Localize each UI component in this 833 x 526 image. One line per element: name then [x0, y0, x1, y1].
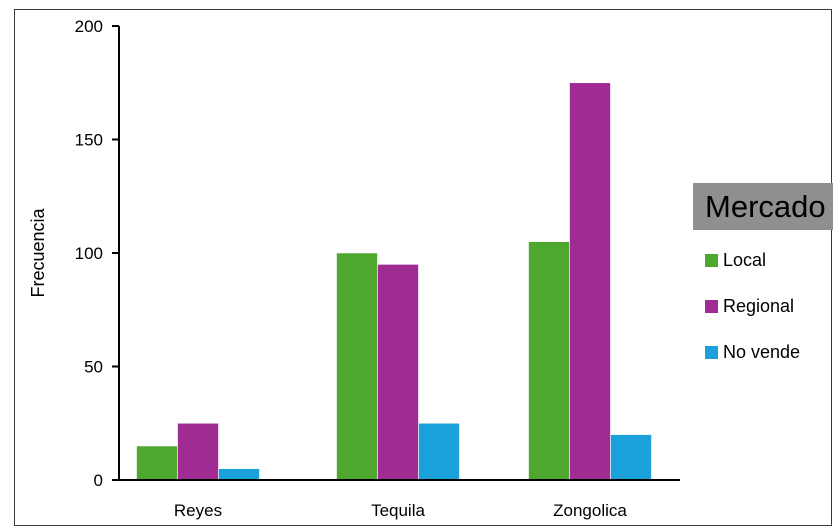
bar-reyes-local — [136, 445, 178, 481]
legend-label: Local — [723, 249, 767, 270]
bar-zongolica-no-vende — [610, 434, 652, 481]
x-tick-label: Tequila — [371, 501, 425, 520]
bar-tequila-no-vende — [418, 422, 460, 481]
y-tick-label: 0 — [94, 471, 103, 490]
bar-tequila-regional — [377, 264, 419, 481]
bar-reyes-no-vende — [218, 468, 260, 481]
y-tick-label: 200 — [75, 17, 103, 36]
axis-layer: 0 50 100 150 200 Reyes Tequila Zongolica — [75, 17, 680, 520]
legend-title: Mercado — [693, 183, 833, 230]
x-tick-label: Reyes — [174, 501, 222, 520]
legend-swatch — [705, 345, 718, 359]
x-tick-label: Zongolica — [553, 501, 627, 520]
legend-item-regional: Regional — [705, 295, 794, 317]
legend-swatch — [705, 299, 718, 313]
bar-zongolica-local — [528, 241, 570, 481]
bar-reyes-regional — [177, 422, 219, 481]
legend-item-local: Local — [705, 249, 766, 271]
chart-top-border — [14, 0, 832, 10]
bar-tequila-local — [336, 252, 378, 481]
y-tick-label: 150 — [75, 131, 103, 150]
y-tick-label: 50 — [84, 358, 103, 377]
legend-item-no-vende: No vende — [705, 341, 800, 363]
legend-swatch — [705, 253, 718, 267]
bar-zongolica-regional — [569, 82, 611, 481]
y-tick-label: 100 — [75, 244, 103, 263]
legend: Mercado Local Regional No vende — [693, 183, 833, 362]
bars-layer — [136, 82, 652, 481]
y-axis-title: Frecuencia — [28, 207, 48, 297]
legend-label: Regional — [723, 295, 795, 316]
legend-label: No vende — [723, 341, 801, 362]
